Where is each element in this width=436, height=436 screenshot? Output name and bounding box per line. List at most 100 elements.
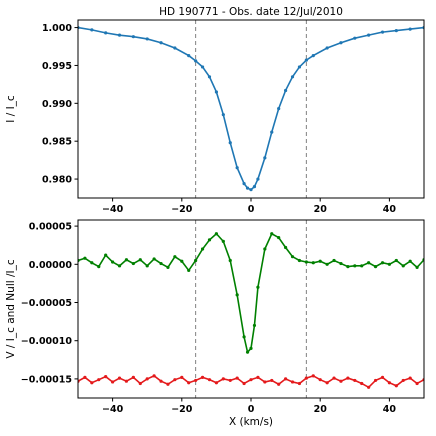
data-point bbox=[228, 258, 232, 263]
data-point bbox=[90, 381, 94, 385]
data-point bbox=[394, 29, 398, 33]
data-point bbox=[159, 261, 163, 266]
data-point bbox=[367, 261, 371, 265]
data-point bbox=[83, 256, 87, 260]
series-line bbox=[78, 374, 424, 389]
data-point bbox=[97, 265, 101, 269]
data-point bbox=[242, 335, 246, 339]
x-tick-label: 40 bbox=[383, 204, 397, 215]
data-point bbox=[394, 258, 398, 263]
data-point bbox=[138, 258, 142, 262]
x-tick-label: 0 bbox=[248, 204, 255, 215]
data-point bbox=[173, 378, 177, 382]
data-point bbox=[173, 46, 177, 50]
data-point bbox=[200, 375, 205, 379]
plot-frame bbox=[77, 219, 425, 399]
y-axis-label: I / I_c bbox=[5, 95, 17, 123]
y-tick-label: 0.00000 bbox=[29, 260, 73, 271]
data-point bbox=[311, 261, 315, 265]
data-point bbox=[131, 261, 135, 266]
data-point bbox=[353, 36, 357, 40]
data-point bbox=[297, 258, 302, 263]
data-point bbox=[194, 258, 198, 263]
x-axis-label: X (km/s) bbox=[229, 416, 273, 428]
data-point bbox=[207, 238, 212, 242]
data-point bbox=[408, 259, 412, 263]
data-point bbox=[159, 379, 163, 383]
data-point bbox=[83, 375, 87, 379]
data-point bbox=[297, 381, 302, 386]
data-point bbox=[90, 28, 94, 32]
data-point bbox=[214, 90, 218, 94]
data-point bbox=[401, 378, 405, 383]
data-point bbox=[332, 376, 336, 380]
y-tick-label: 0.995 bbox=[42, 61, 72, 72]
y-axis-label: V / I_c and Null /I_c bbox=[5, 259, 17, 359]
data-point bbox=[304, 376, 308, 380]
data-point bbox=[256, 177, 260, 181]
data-point bbox=[145, 37, 149, 41]
data-point bbox=[200, 65, 205, 69]
data-point bbox=[277, 382, 281, 386]
data-point bbox=[284, 245, 288, 250]
series-line bbox=[78, 232, 424, 354]
data-point bbox=[145, 377, 149, 381]
data-point bbox=[367, 33, 371, 37]
y-tick-label: 0.00005 bbox=[29, 222, 72, 233]
data-point bbox=[263, 247, 267, 251]
series-2 bbox=[78, 374, 424, 389]
series-line bbox=[78, 26, 424, 191]
series-1 bbox=[78, 25, 424, 192]
data-point bbox=[117, 264, 122, 268]
data-point bbox=[325, 381, 329, 385]
panel-1: −40 −20 0 20 40 0.980 0.985 0.990 0.995 1.000 HD 1… bbox=[5, 6, 425, 215]
data-point bbox=[360, 381, 364, 386]
data-point bbox=[290, 75, 295, 79]
y-tick-label: −0.00015 bbox=[21, 374, 72, 385]
data-point bbox=[249, 378, 253, 382]
data-point bbox=[256, 375, 260, 379]
data-point bbox=[228, 141, 232, 145]
x-tick-label: 0 bbox=[248, 404, 255, 415]
series-1 bbox=[78, 232, 424, 354]
y-tick-label: −0.00005 bbox=[21, 298, 72, 309]
data-point bbox=[339, 41, 343, 45]
data-point bbox=[401, 264, 405, 268]
x-tick-label: −40 bbox=[102, 404, 124, 415]
data-point bbox=[256, 285, 260, 289]
data-point bbox=[346, 376, 350, 380]
data-point bbox=[263, 380, 267, 384]
data-point bbox=[131, 375, 135, 379]
plot-frame bbox=[77, 19, 425, 199]
data-point bbox=[304, 58, 308, 62]
data-point bbox=[131, 35, 135, 39]
data-point bbox=[325, 46, 329, 50]
data-point bbox=[249, 188, 253, 192]
y-tick-label: 0.980 bbox=[42, 175, 72, 186]
data-point bbox=[207, 378, 212, 382]
data-point bbox=[415, 381, 419, 386]
data-point bbox=[325, 262, 329, 266]
data-point bbox=[290, 380, 295, 384]
data-point bbox=[367, 385, 371, 389]
data-point bbox=[235, 376, 239, 380]
data-point bbox=[353, 378, 357, 383]
data-point bbox=[318, 259, 322, 263]
data-point bbox=[297, 65, 302, 69]
data-point bbox=[124, 379, 129, 383]
data-point bbox=[339, 379, 343, 383]
data-point bbox=[194, 59, 198, 63]
data-point bbox=[304, 260, 308, 264]
data-point bbox=[245, 186, 250, 190]
data-point bbox=[187, 381, 191, 385]
data-point bbox=[415, 265, 419, 269]
data-point bbox=[360, 264, 364, 268]
data-point bbox=[221, 113, 225, 117]
data-point bbox=[145, 264, 149, 268]
y-tick-label: 0.985 bbox=[42, 137, 72, 148]
data-point bbox=[408, 376, 412, 380]
data-point bbox=[387, 381, 391, 385]
data-point bbox=[117, 376, 122, 380]
data-point bbox=[221, 377, 225, 381]
